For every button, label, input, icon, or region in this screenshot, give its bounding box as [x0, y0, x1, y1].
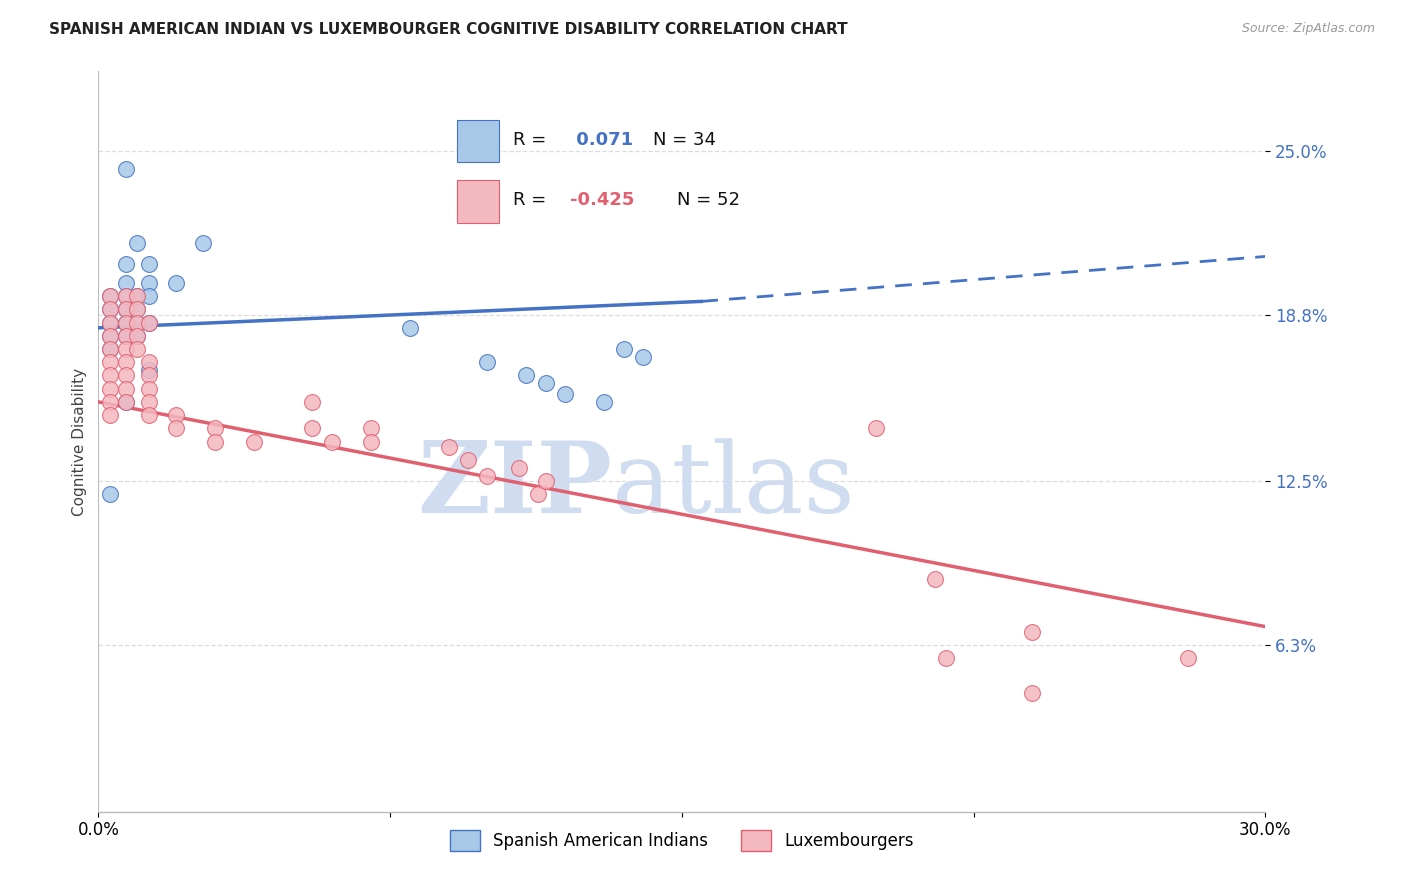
Point: [98, 395, 121, 409]
Point: [360, 434, 382, 449]
Point: [98, 408, 121, 422]
Point: [138, 257, 160, 271]
Point: [138, 368, 160, 383]
Point: [114, 328, 136, 343]
Point: [138, 316, 160, 330]
Point: [138, 316, 160, 330]
Point: [127, 302, 149, 317]
Point: [114, 257, 136, 271]
Text: ZIP: ZIP: [418, 437, 612, 534]
Point: [165, 408, 187, 422]
Text: atlas: atlas: [612, 438, 855, 533]
Point: [554, 387, 576, 401]
Point: [127, 302, 149, 317]
Point: [138, 276, 160, 290]
Point: [127, 316, 149, 330]
Point: [98, 342, 121, 356]
Point: [98, 342, 121, 356]
Point: [98, 368, 121, 383]
Point: [477, 355, 499, 369]
Point: [935, 651, 957, 665]
Point: [138, 363, 160, 377]
Y-axis label: Cognitive Disability: Cognitive Disability: [72, 368, 87, 516]
Point: [127, 342, 149, 356]
Text: SPANISH AMERICAN INDIAN VS LUXEMBOURGER COGNITIVE DISABILITY CORRELATION CHART: SPANISH AMERICAN INDIAN VS LUXEMBOURGER …: [49, 22, 848, 37]
Point: [114, 316, 136, 330]
Point: [165, 276, 187, 290]
Point: [98, 316, 121, 330]
Point: [508, 461, 530, 475]
Point: [613, 342, 636, 356]
Point: [114, 289, 136, 303]
Point: [437, 440, 460, 454]
Point: [477, 469, 499, 483]
Point: [98, 302, 121, 317]
Point: [127, 289, 149, 303]
Point: [398, 321, 420, 335]
Point: [1021, 624, 1043, 639]
Point: [924, 572, 946, 586]
Point: [114, 395, 136, 409]
Point: [457, 453, 479, 467]
Point: [301, 421, 323, 435]
Point: [138, 289, 160, 303]
Point: [243, 434, 266, 449]
Point: [98, 382, 121, 396]
Point: [515, 368, 537, 383]
Point: [114, 316, 136, 330]
Point: [165, 421, 187, 435]
Point: [1177, 651, 1199, 665]
Point: [138, 408, 160, 422]
Point: [193, 236, 215, 251]
Point: [534, 376, 557, 391]
Point: [98, 302, 121, 317]
Point: [865, 421, 887, 435]
Point: [360, 421, 382, 435]
Point: [98, 328, 121, 343]
Point: [138, 355, 160, 369]
Point: [98, 355, 121, 369]
Point: [534, 474, 557, 488]
Point: [127, 236, 149, 251]
Point: [127, 289, 149, 303]
Point: [114, 276, 136, 290]
Point: [114, 328, 136, 343]
Point: [114, 382, 136, 396]
Point: [204, 434, 226, 449]
Point: [114, 355, 136, 369]
Point: [127, 328, 149, 343]
Point: [98, 316, 121, 330]
Point: [98, 328, 121, 343]
Point: [138, 395, 160, 409]
Point: [114, 302, 136, 317]
Point: [114, 368, 136, 383]
Point: [98, 289, 121, 303]
Point: [98, 289, 121, 303]
Point: [527, 487, 550, 501]
Point: [98, 487, 121, 501]
Point: [114, 395, 136, 409]
Point: [114, 162, 136, 177]
Point: [204, 421, 226, 435]
Point: [321, 434, 343, 449]
Point: [631, 350, 654, 364]
Point: [138, 382, 160, 396]
Point: [301, 395, 323, 409]
Point: [114, 289, 136, 303]
Point: [1021, 686, 1043, 700]
Point: [127, 328, 149, 343]
Point: [114, 302, 136, 317]
Legend: Spanish American Indians, Luxembourgers: Spanish American Indians, Luxembourgers: [441, 822, 922, 859]
Point: [114, 342, 136, 356]
Point: [127, 316, 149, 330]
Point: [593, 395, 616, 409]
Text: Source: ZipAtlas.com: Source: ZipAtlas.com: [1241, 22, 1375, 36]
